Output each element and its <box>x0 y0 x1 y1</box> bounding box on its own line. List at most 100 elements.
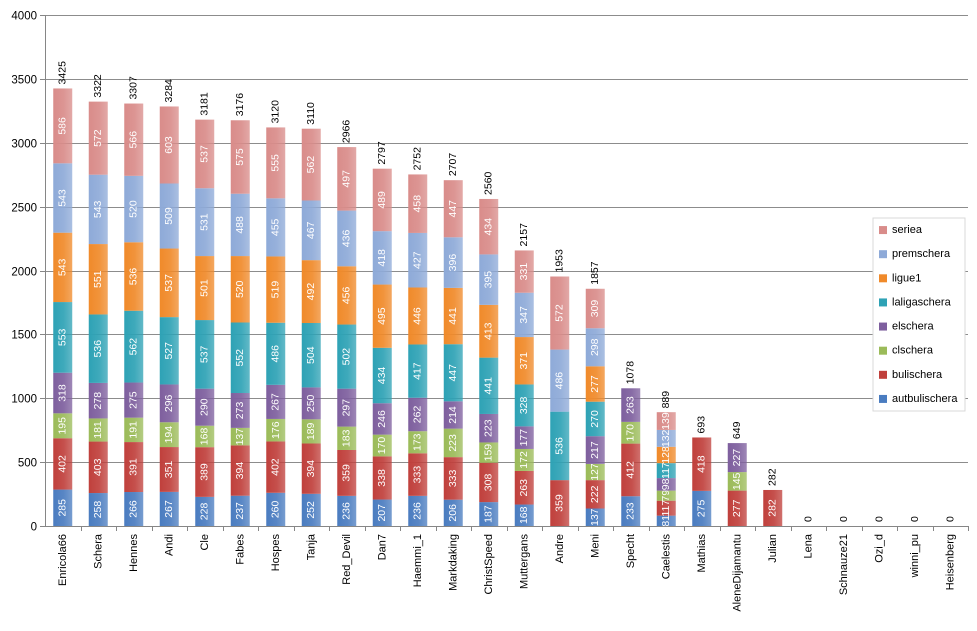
category-label: Andi <box>163 534 175 556</box>
data-label: 566 <box>128 131 140 149</box>
bar-segment-seriea <box>550 276 570 350</box>
bar-segment-elschera <box>408 397 428 432</box>
legend: seriea premschera ligue1 laligaschera elsche… <box>872 217 966 412</box>
bar-segment-clschera <box>656 490 676 501</box>
data-label: 290 <box>199 398 211 416</box>
data-label: 537 <box>163 274 175 292</box>
data-label: 275 <box>696 500 708 518</box>
bar-segment-premschera <box>88 174 108 245</box>
data-label: 553 <box>57 328 69 346</box>
data-label: 347 <box>518 306 530 324</box>
data-label: 273 <box>234 402 246 420</box>
total-label: 0 <box>873 516 885 522</box>
total-label: 282 <box>767 468 779 486</box>
bar-segment-seriea <box>479 198 499 255</box>
bar-segment-laligaschera <box>159 317 179 385</box>
bar-stack: 275 418 693 <box>692 416 712 526</box>
data-label: 331 <box>518 263 530 281</box>
data-label: 509 <box>163 207 175 225</box>
bar-segment-clschera <box>88 418 108 442</box>
data-label: 206 <box>447 504 459 522</box>
data-label: 555 <box>270 154 282 172</box>
bar-stack: 236 333 173 262 417 446 427 458 2752 <box>408 147 428 526</box>
data-label: 236 <box>341 502 353 520</box>
data-label: 176 <box>270 421 282 439</box>
total-label: 3120 <box>270 100 282 124</box>
category-label: Schera <box>92 533 104 569</box>
legend-label: premschera <box>892 248 951 260</box>
data-label: 446 <box>412 307 424 325</box>
data-label: 492 <box>305 283 317 301</box>
bar-segment-clschera <box>585 463 605 481</box>
bar-segment-premschera <box>479 254 499 305</box>
bar-segment-laligaschera <box>585 401 605 437</box>
legend-item: premschera <box>879 248 951 260</box>
bar-segment-bulischera <box>585 480 605 509</box>
legend-swatch <box>879 322 887 331</box>
data-label: 183 <box>341 429 353 447</box>
bar-segment-premschera <box>408 232 428 288</box>
y-tick-label: 2000 <box>11 267 37 279</box>
bar-stack: 282 282 <box>763 468 783 526</box>
category-label: Heisenberg <box>944 534 956 590</box>
data-label: 447 <box>447 364 459 382</box>
bar-segment-premschera <box>301 200 321 261</box>
bar-segment-bulischera <box>408 453 428 496</box>
bar-segment-elschera <box>195 388 215 426</box>
data-label: 328 <box>518 396 530 414</box>
bar-segment-autbulischera <box>195 496 215 526</box>
bar-stack: 267 351 194 296 527 537 509 603 3284 <box>159 79 179 526</box>
bar-segment-clschera <box>53 413 73 439</box>
data-label: 536 <box>92 340 104 358</box>
y-tick-label: 500 <box>18 458 37 470</box>
bar-segment-premschera <box>53 163 73 233</box>
data-label: 418 <box>696 455 708 473</box>
bar-segment-seriea <box>514 250 534 293</box>
data-label: 223 <box>483 419 495 437</box>
data-label: 441 <box>483 377 495 395</box>
legend-item: autbulischera <box>879 393 958 405</box>
data-label: 282 <box>767 499 779 517</box>
legend-label: clschera <box>892 345 934 357</box>
bar-segment-seriea <box>53 88 73 164</box>
bar-segment-seriea <box>443 180 463 238</box>
category-label: Cle <box>199 534 211 551</box>
data-label: 402 <box>270 458 282 476</box>
bar-stack: 258 403 181 278 536 551 543 572 3322 <box>88 74 108 526</box>
bar-segment-seriea <box>301 128 321 201</box>
legend-label: laligaschera <box>892 296 952 308</box>
bar-stack: 137 222 127 217 270 277 298 309 1857 <box>585 261 605 526</box>
total-label: 889 <box>660 391 672 409</box>
category-label: Caelestis <box>660 534 672 580</box>
data-label: 173 <box>412 433 424 451</box>
bar-stack: 233 412 170 263 1078 <box>621 361 641 526</box>
bar-segment-ligue1 <box>159 248 179 318</box>
bar-segment-autbulischera <box>124 492 144 526</box>
bar-segment-clschera <box>408 431 428 454</box>
bar-segment-premschera <box>550 349 570 412</box>
category-label: Ozi_d <box>873 534 885 563</box>
data-label: 434 <box>483 218 495 236</box>
bar-segment-seriea <box>337 147 357 211</box>
total-label: 3110 <box>305 102 317 125</box>
data-label: 537 <box>199 345 211 363</box>
category-label: Dan7 <box>376 534 388 560</box>
bar-segment-clschera <box>443 428 463 458</box>
bar-segment-seriea <box>656 412 676 430</box>
data-label: 338 <box>376 469 388 487</box>
bar-stack: 277 145 227 649 <box>727 421 747 526</box>
data-label: 552 <box>234 349 246 367</box>
bar-segment-ligue1 <box>301 260 321 324</box>
bar-segment-elschera <box>443 401 463 429</box>
bar-segment-elschera <box>124 382 144 418</box>
data-label: 263 <box>518 479 530 497</box>
data-label: 189 <box>305 422 317 440</box>
bar-segment-bulischera <box>337 449 357 496</box>
bar-stack: 168 263 172 177 328 371 347 331 2157 <box>514 223 534 526</box>
data-label: 412 <box>625 461 637 479</box>
bar-segment-seriea <box>372 168 392 232</box>
bar-segment-laligaschera <box>53 302 73 373</box>
data-label: 394 <box>234 462 246 480</box>
data-label: 447 <box>447 200 459 218</box>
